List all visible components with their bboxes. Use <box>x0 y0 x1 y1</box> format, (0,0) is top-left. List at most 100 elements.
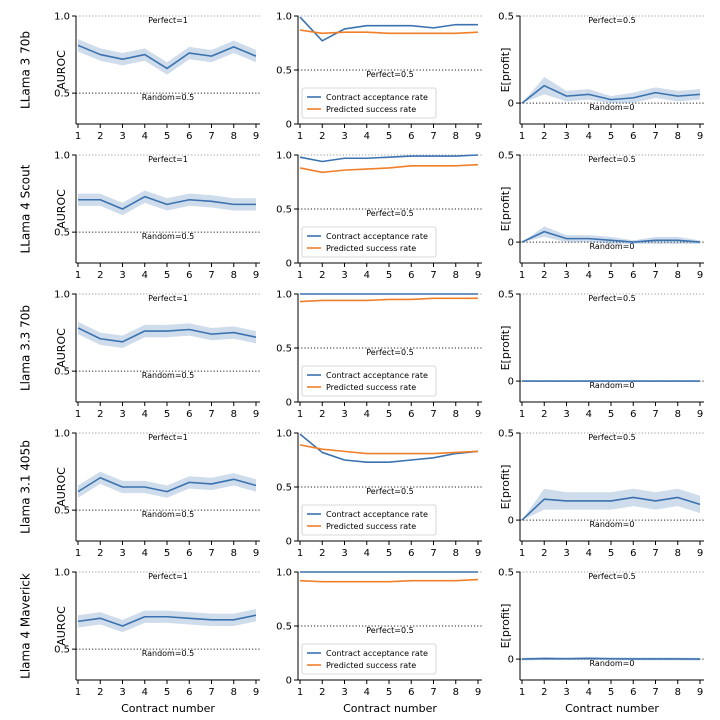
x-tick-label: 8 <box>231 131 237 142</box>
y-tick-label: 0.5 <box>498 290 514 301</box>
y-tick-label: 0.5 <box>276 344 292 355</box>
x-tick-label: 2 <box>541 131 547 142</box>
x-tick-label: 3 <box>563 131 569 142</box>
x-tick-label: 9 <box>475 131 481 142</box>
reference-label: Perfect=0.5 <box>366 70 413 79</box>
x-tick-label: 8 <box>453 687 459 698</box>
legend-label: Predicted success rate <box>326 661 416 670</box>
series-line <box>521 657 701 660</box>
reference-label: Random=0 <box>590 381 635 390</box>
legend-label: Contract acceptance rate <box>326 510 428 519</box>
x-tick-label: 6 <box>630 409 636 420</box>
x-tick-label: 1 <box>75 131 81 142</box>
x-tick-label: 2 <box>541 548 547 559</box>
panel-profit: Perfect=0.5 Random=0 1 2 3 4 5 6 7 8 9 0 0.5 E[profit… <box>498 429 704 559</box>
reference-label: Random=0 <box>590 103 635 112</box>
confidence-band <box>522 488 700 521</box>
y-tick-label: 1.0 <box>276 12 292 23</box>
x-tick-label: 6 <box>186 409 192 420</box>
x-tick-label: 2 <box>319 548 325 559</box>
x-tick-label: 8 <box>675 548 681 559</box>
legend: Contract acceptance rate Predicted succes… <box>301 504 437 536</box>
x-axis-label: Contract number <box>565 702 659 715</box>
y-tick-label: 0 <box>286 398 292 409</box>
x-tick-label: 9 <box>697 270 703 281</box>
x-tick-label: 3 <box>119 548 125 559</box>
y-tick-label: 0 <box>508 99 514 110</box>
legend-label: Predicted success rate <box>326 522 416 531</box>
x-tick-label: 5 <box>386 687 392 698</box>
x-tick-label: 5 <box>386 548 392 559</box>
y-tick-label: 1.0 <box>54 290 70 301</box>
x-tick-label: 9 <box>253 548 259 559</box>
x-tick-label: 2 <box>319 270 325 281</box>
panel-rates: Perfect=0.5 1 2 3 4 5 6 7 8 9 0 0.5 1.0 Contract numb… <box>276 568 482 715</box>
legend-label: Contract acceptance rate <box>326 649 428 658</box>
panel-profit: Perfect=0.5 Random=0 1 2 3 4 5 6 7 8 9 0 0.5 E[profit… <box>498 12 704 142</box>
x-tick-label: 4 <box>586 687 592 698</box>
model-label: Llama 4 Maverick <box>19 573 33 679</box>
reference-label: Random=0.5 <box>142 93 195 102</box>
x-tick-label: 2 <box>319 687 325 698</box>
series-line <box>299 154 479 163</box>
x-tick-label: 9 <box>475 270 481 281</box>
series-line <box>77 476 257 493</box>
y-tick-label: 0 <box>286 120 292 131</box>
y-tick-label: 0.5 <box>498 151 514 162</box>
y-axis-label: AUROC <box>55 189 68 229</box>
x-tick-label: 6 <box>408 687 414 698</box>
x-tick-label: 6 <box>630 687 636 698</box>
reference-label: Perfect=0.5 <box>366 209 413 218</box>
x-tick-label: 1 <box>519 687 525 698</box>
x-tick-label: 3 <box>563 270 569 281</box>
legend-label: Contract acceptance rate <box>326 371 428 380</box>
x-tick-label: 7 <box>652 131 658 142</box>
panel-auroc: Perfect=1 Random=0.5 1 2 3 4 5 6 7 8 9 0.5 1.0 AUROC <box>54 429 260 559</box>
legend-label: Predicted success rate <box>326 383 416 392</box>
x-tick-label: 9 <box>253 409 259 420</box>
x-tick-label: 6 <box>408 409 414 420</box>
legend-box <box>301 643 437 675</box>
x-tick-label: 1 <box>519 548 525 559</box>
x-tick-label: 8 <box>675 131 681 142</box>
y-tick-label: 0.5 <box>498 12 514 23</box>
x-tick-label: 4 <box>364 270 370 281</box>
x-tick-label: 7 <box>208 687 214 698</box>
x-tick-label: 7 <box>430 548 436 559</box>
x-tick-label: 2 <box>97 409 103 420</box>
x-tick-label: 2 <box>319 409 325 420</box>
y-tick-label: 0 <box>508 377 514 388</box>
y-tick-label: 1.0 <box>276 568 292 579</box>
x-tick-label: 5 <box>386 131 392 142</box>
series-line <box>77 327 257 343</box>
x-tick-label: 5 <box>608 409 614 420</box>
x-tick-label: 1 <box>75 409 81 420</box>
x-tick-label: 9 <box>253 131 259 142</box>
x-tick-label: 1 <box>75 548 81 559</box>
x-tick-label: 8 <box>231 687 237 698</box>
reference-label: Perfect=0.5 <box>366 626 413 635</box>
x-tick-label: 6 <box>630 131 636 142</box>
x-tick-label: 8 <box>675 409 681 420</box>
reference-label: Perfect=0.5 <box>588 572 635 581</box>
y-tick-label: 0 <box>508 655 514 666</box>
y-tick-label: 0.5 <box>54 367 70 378</box>
confidence-band <box>78 321 256 348</box>
x-tick-label: 4 <box>586 270 592 281</box>
x-tick-label: 7 <box>652 548 658 559</box>
x-tick-label: 8 <box>231 270 237 281</box>
confidence-band <box>78 39 256 75</box>
series-line <box>299 433 479 463</box>
panel-rates: Perfect=0.5 1 2 3 4 5 6 7 8 9 0 0.5 1.0 Contract acce… <box>276 429 482 559</box>
legend: Contract acceptance rate Predicted succes… <box>301 226 437 258</box>
y-tick-label: 0 <box>286 537 292 548</box>
reference-label: Random=0.5 <box>142 232 195 241</box>
y-tick-label: 0.5 <box>498 429 514 440</box>
x-tick-label: 9 <box>697 687 703 698</box>
y-axis-label: AUROC <box>55 328 68 368</box>
x-tick-label: 5 <box>164 548 170 559</box>
x-tick-label: 9 <box>475 687 481 698</box>
x-tick-label: 5 <box>164 687 170 698</box>
panel-profit: Perfect=0.5 Random=0 1 2 3 4 5 6 7 8 9 0 0.5 E[profit… <box>498 290 704 420</box>
x-tick-label: 3 <box>119 409 125 420</box>
